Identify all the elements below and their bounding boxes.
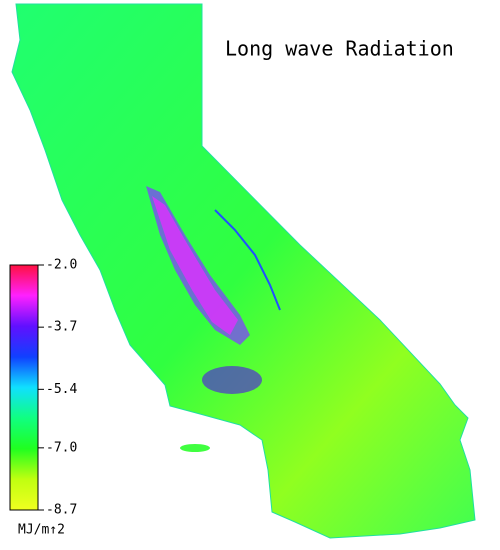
colorbar (9, 264, 39, 511)
island (180, 444, 210, 452)
basin (202, 366, 262, 394)
tick-label: -3.7 (46, 320, 77, 335)
california-shape (11, 3, 476, 539)
tick-label: -2.0 (46, 258, 77, 273)
colorbar-unit: MJ/m↑2 (18, 523, 65, 538)
central-valley-core (152, 196, 238, 335)
tick-label: -5.4 (46, 382, 77, 397)
tick-label: -7.0 (46, 440, 77, 455)
map-title: Long wave Radiation (225, 37, 454, 61)
tick-label: -8.7 (46, 503, 77, 518)
sierra-lakes (214, 209, 281, 311)
